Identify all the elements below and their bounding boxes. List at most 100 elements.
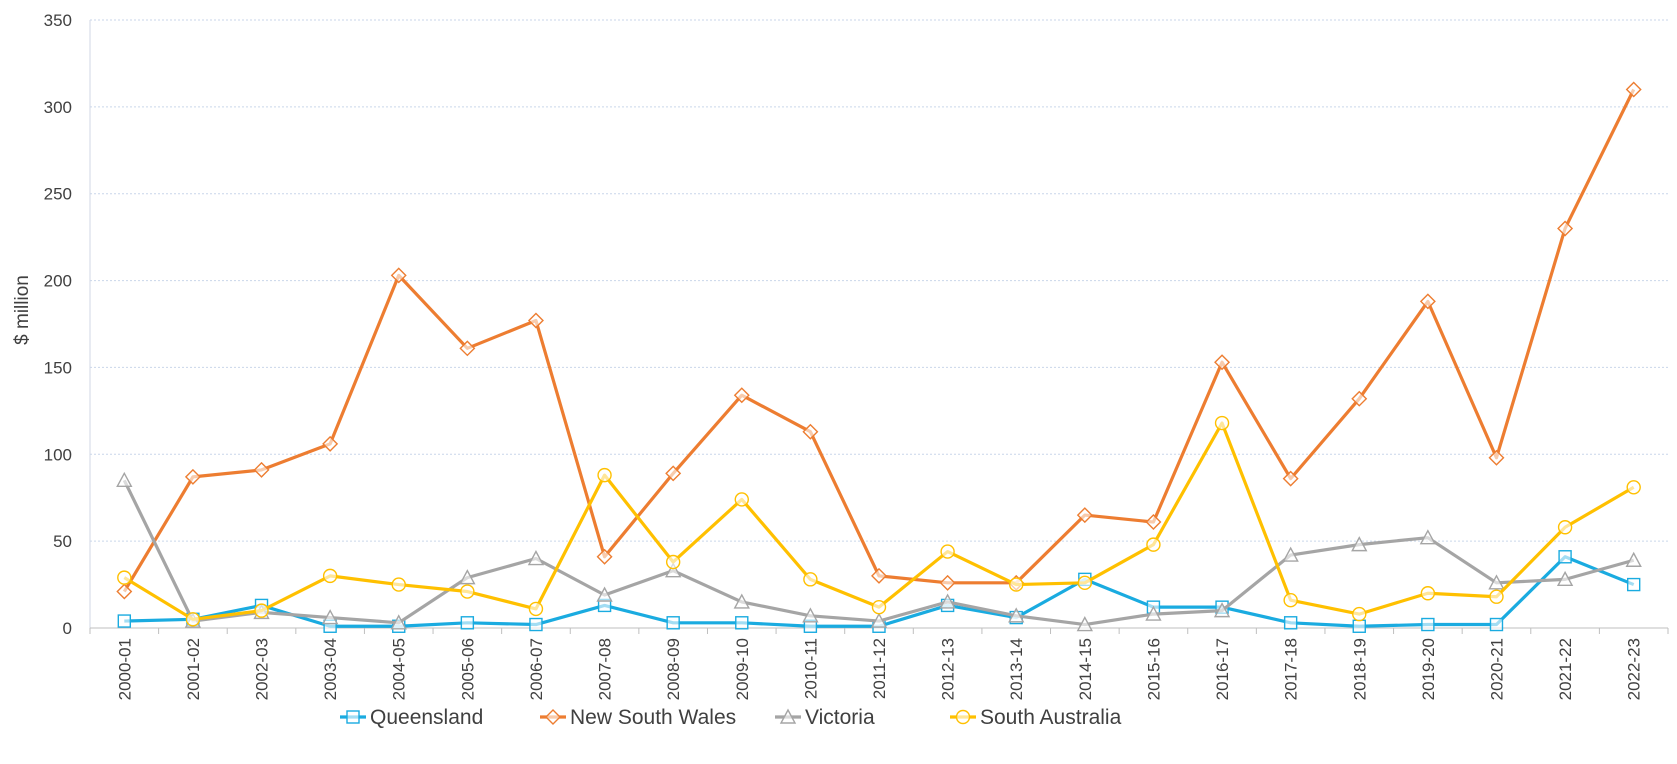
- x-tick-label: 2008-09: [664, 638, 683, 700]
- data-point: [1489, 617, 1504, 632]
- legend: Queensland New South Wales Victoria South A…: [340, 706, 1122, 729]
- data-point: [1214, 354, 1231, 371]
- legend-item: South Australia: [950, 706, 1122, 729]
- series-victoria: [116, 471, 1642, 632]
- x-tick-label: 2019-20: [1419, 638, 1438, 700]
- legend-label: New South Wales: [570, 706, 736, 729]
- data-point: [1008, 607, 1025, 623]
- y-tick-label: 50: [53, 532, 72, 551]
- data-point: [391, 577, 406, 592]
- data-point: [871, 599, 887, 615]
- data-point: [1351, 536, 1368, 552]
- data-point: [185, 612, 201, 627]
- data-point: [321, 609, 339, 625]
- data-point: [733, 387, 750, 404]
- data-point: [939, 593, 956, 609]
- data-point: [1282, 470, 1299, 487]
- data-point: [1625, 81, 1642, 98]
- data-point: [527, 550, 545, 566]
- data-point: [940, 544, 955, 559]
- data-point: [1145, 605, 1162, 621]
- legend-item: Victoria: [775, 706, 875, 729]
- x-tick-label: 2015-16: [1144, 638, 1163, 700]
- x-tick-label: 2014-15: [1076, 638, 1095, 700]
- legend-marker: [955, 709, 971, 725]
- data-point: [1419, 293, 1436, 310]
- data-point: [1283, 616, 1298, 630]
- data-point: [1556, 570, 1574, 587]
- data-point: [1145, 514, 1162, 531]
- data-point: [1076, 507, 1093, 524]
- x-tick-label: 2002-03: [253, 638, 272, 700]
- data-point: [665, 465, 682, 482]
- data-point: [596, 548, 613, 565]
- data-point: [1626, 480, 1641, 495]
- data-point: [597, 467, 612, 483]
- data-point: [184, 468, 201, 485]
- data-point: [527, 312, 544, 329]
- data-point: [735, 616, 749, 630]
- data-point: [390, 614, 407, 630]
- data-point: [596, 586, 613, 602]
- data-point: [1557, 520, 1573, 535]
- x-tick-label: 2005-06: [458, 638, 477, 700]
- y-tick-label: 150: [44, 358, 72, 377]
- data-point: [1488, 449, 1505, 466]
- data-point: [254, 603, 269, 618]
- legend-label: Queensland: [370, 706, 483, 729]
- data-point: [1213, 602, 1231, 618]
- x-tick-label: 2012-13: [939, 638, 958, 700]
- x-tick-label: 2009-10: [733, 638, 752, 700]
- data-point: [871, 567, 887, 584]
- x-tick-label: 2022-23: [1625, 638, 1644, 700]
- y-axis-title: $ million: [12, 275, 33, 345]
- gridlines: [90, 19, 1668, 542]
- data-point: [733, 593, 750, 609]
- y-tick-label: 300: [44, 98, 72, 117]
- x-tick-label: 2006-07: [527, 638, 546, 700]
- data-point: [116, 583, 133, 600]
- data-point: [459, 340, 476, 357]
- data-point: [390, 267, 407, 284]
- data-point: [1283, 593, 1298, 608]
- legend-label: South Australia: [980, 706, 1122, 729]
- data-point: [803, 572, 818, 587]
- legend-marker: [779, 708, 797, 724]
- data-point: [460, 616, 475, 630]
- data-point: [1009, 577, 1024, 592]
- legend-label: Victoria: [805, 706, 875, 729]
- data-point: [1421, 617, 1435, 632]
- x-tick-label: 2010-11: [801, 638, 820, 699]
- data-point: [665, 562, 682, 578]
- data-point: [1558, 550, 1572, 564]
- x-tick-label: 2004-05: [390, 638, 409, 700]
- data-point: [665, 554, 681, 570]
- y-axis-ticks: 0 50 100 150 200 250 300 350: [44, 11, 72, 638]
- y-tick-label: 250: [44, 185, 72, 204]
- data-point: [1489, 589, 1504, 604]
- data-point: [1351, 390, 1368, 407]
- data-point: [1625, 551, 1642, 567]
- data-point: [253, 461, 270, 478]
- data-point: [1626, 577, 1641, 592]
- data-point: [666, 616, 680, 630]
- data-point: [1077, 575, 1093, 591]
- data-point: [459, 569, 476, 585]
- x-tick-label: 2016-17: [1213, 638, 1232, 700]
- legend-item: New South Wales: [540, 706, 736, 729]
- series-new-south-wales: [116, 81, 1642, 600]
- x-tick-label: 2020-21: [1487, 638, 1506, 700]
- data-point: [1352, 606, 1367, 622]
- data-point: [528, 601, 544, 617]
- series-line: [123, 421, 1635, 621]
- data-point: [1419, 529, 1437, 545]
- series-group: [116, 81, 1642, 633]
- x-tick-label: 2011-12: [870, 638, 889, 699]
- x-tick-label: 2000-01: [115, 638, 134, 700]
- data-point: [1214, 415, 1230, 431]
- x-tick-label: 2017-18: [1282, 638, 1301, 700]
- y-tick-label: 200: [44, 272, 72, 291]
- data-point: [802, 423, 819, 440]
- data-point: [1352, 619, 1366, 633]
